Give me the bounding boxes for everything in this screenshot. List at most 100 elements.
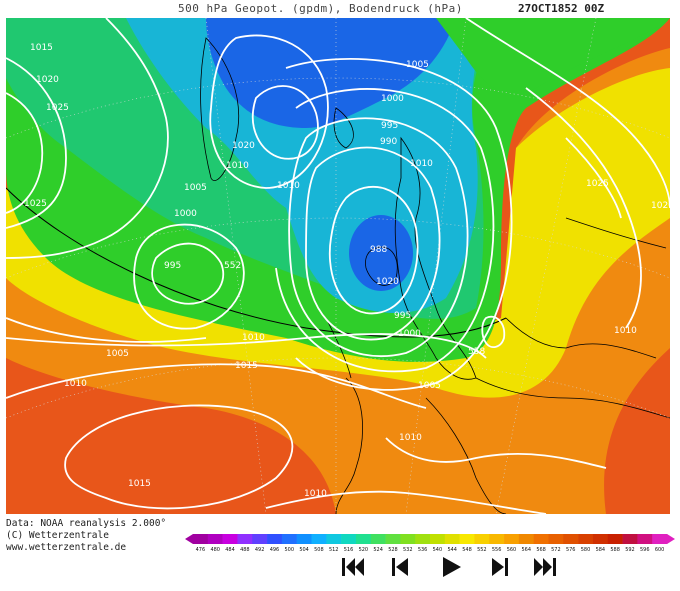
step-back-icon xyxy=(392,558,408,576)
colorbar-tick-label: 572 xyxy=(551,547,561,553)
colorbar-right-arrow xyxy=(667,534,675,544)
colorbar-cell xyxy=(622,534,638,544)
colorbar-cell xyxy=(370,534,386,544)
colorbar-tick-label: 500 xyxy=(285,547,295,553)
isobar-label: 1025 xyxy=(46,103,69,113)
isobar-label: 1000 xyxy=(381,94,404,104)
weather-map: 1015 1020 1025 1025 1020 1010 1005 1000 … xyxy=(6,18,670,514)
colorbar-cell xyxy=(207,534,223,544)
colorbar-cell xyxy=(563,534,579,544)
colorbar-cell xyxy=(311,534,327,544)
skip-back-icon xyxy=(342,558,364,576)
isobar-label: 552 xyxy=(224,261,241,271)
colorbar-cell xyxy=(415,534,431,544)
colorbar-cell xyxy=(592,534,609,544)
map-datestamp: 27OCT1852 00Z xyxy=(518,2,605,15)
field-blue xyxy=(206,18,456,128)
colorbar-cell xyxy=(400,534,416,544)
playback-controls xyxy=(338,553,568,583)
isobar-label: 1015 xyxy=(30,43,53,53)
colorbar-tick-label: 520 xyxy=(359,547,369,553)
colorbar-cell xyxy=(281,534,297,544)
first-frame-button[interactable] xyxy=(338,553,368,581)
skip-forward-icon xyxy=(534,558,556,576)
colorbar-cell xyxy=(504,534,520,544)
isobar-label: 1005 xyxy=(406,60,429,70)
colorbar-tick-label: 568 xyxy=(536,547,546,553)
colorbar-tick-label: 584 xyxy=(596,547,606,553)
grid-lines xyxy=(6,18,670,514)
colorbar-cells xyxy=(193,534,668,544)
field-yellow xyxy=(6,68,670,398)
last-frame-button[interactable] xyxy=(530,553,560,581)
isobar-label: 995 xyxy=(164,261,181,271)
colorbar-tick-label: 488 xyxy=(240,547,250,553)
isobar-label: 1015 xyxy=(128,479,151,489)
colorbar-cell xyxy=(474,534,490,544)
colorbar-cell xyxy=(385,534,401,544)
colorbar-tick-label: 560 xyxy=(507,547,517,553)
credits-website[interactable]: www.wetterzentrale.de xyxy=(6,542,127,553)
colorbar-cell xyxy=(355,534,372,544)
play-button[interactable] xyxy=(436,553,466,581)
geopotential-contour xyxy=(6,187,507,338)
isobar-label: 1020 xyxy=(232,141,255,151)
isobar-label: 1005 xyxy=(418,381,441,391)
isobar-label: 990 xyxy=(380,137,397,147)
colorbar-tick-label: 532 xyxy=(403,547,413,553)
colorbar-tick-label: 536 xyxy=(418,547,428,553)
colorbar-legend: 476 480 484 488 492 496 500 504 508 512 516 520 524 5… xyxy=(185,534,675,553)
isobar-label: 1020 xyxy=(376,277,399,287)
colorbar-tick-label: 544 xyxy=(447,547,457,553)
colorbar-left-arrow xyxy=(185,534,193,544)
header-bar: 500 hPa Geopot. (gpdm), Bodendruck (hPa)… xyxy=(0,0,680,18)
colorbar-tick-label: 528 xyxy=(388,547,398,553)
colorbar-cell xyxy=(489,534,505,544)
isobar-label: 558 xyxy=(468,347,485,357)
colorbar-tick-label: 600 xyxy=(655,547,665,553)
colorbar-tick-label: 504 xyxy=(299,547,309,553)
colorbar-cell xyxy=(341,534,357,544)
colorbar-tick-label: 548 xyxy=(462,547,472,553)
colorbar-cell xyxy=(252,534,268,544)
previous-frame-button[interactable] xyxy=(386,553,416,581)
colorbar-cell xyxy=(533,534,549,544)
colorbar-tick-label: 540 xyxy=(433,547,443,553)
isobar-label: 1025 xyxy=(24,199,47,209)
isobar-label: 1005 xyxy=(184,183,207,193)
colorbar-tick-label: 592 xyxy=(625,547,635,553)
colorbar-cell xyxy=(444,534,460,544)
colorbar-cell xyxy=(459,534,475,544)
isobar-label: 995 xyxy=(394,311,411,321)
isobar-label: 1020 xyxy=(36,75,59,85)
isobar-label: 1015 xyxy=(235,361,258,371)
colorbar-tick-label: 476 xyxy=(196,547,206,553)
colorbar-tick-label: 512 xyxy=(329,547,339,553)
isobar-label: 1010 xyxy=(277,181,300,191)
colorbar-tick-label: 580 xyxy=(581,547,591,553)
isobar-label: 1010 xyxy=(410,159,433,169)
credits-data-source: Data: NOAA reanalysis 2.000° xyxy=(6,518,167,529)
colorbar-tick-label: 576 xyxy=(566,547,576,553)
colorbar-cell xyxy=(193,534,209,544)
colorbar-tick-label: 524 xyxy=(373,547,383,553)
colorbar-tick-label: 516 xyxy=(344,547,354,553)
colorbar-tick-label: 588 xyxy=(610,547,620,553)
next-frame-button[interactable] xyxy=(484,553,514,581)
colorbar-cell xyxy=(652,534,668,544)
colorbar-cell xyxy=(518,534,534,544)
isobars xyxy=(6,18,670,514)
credits-copyright: (C) Wetterzentrale xyxy=(6,530,109,541)
colorbar-cell xyxy=(326,534,342,544)
field-orange xyxy=(6,48,670,514)
isobar-label: 1010 xyxy=(242,333,265,343)
colorbar-tick-label: 492 xyxy=(255,547,265,553)
isobar-label: 1010 xyxy=(399,433,422,443)
play-icon xyxy=(443,557,461,577)
colorbar-tick-label: 480 xyxy=(210,547,220,553)
isobar-label: 1010 xyxy=(614,326,637,336)
isobar-label: 1025 xyxy=(586,179,609,189)
isobar-label: 1000 xyxy=(174,209,197,219)
colorbar-tick-label: 484 xyxy=(225,547,235,553)
colorbar-cell xyxy=(607,534,623,544)
